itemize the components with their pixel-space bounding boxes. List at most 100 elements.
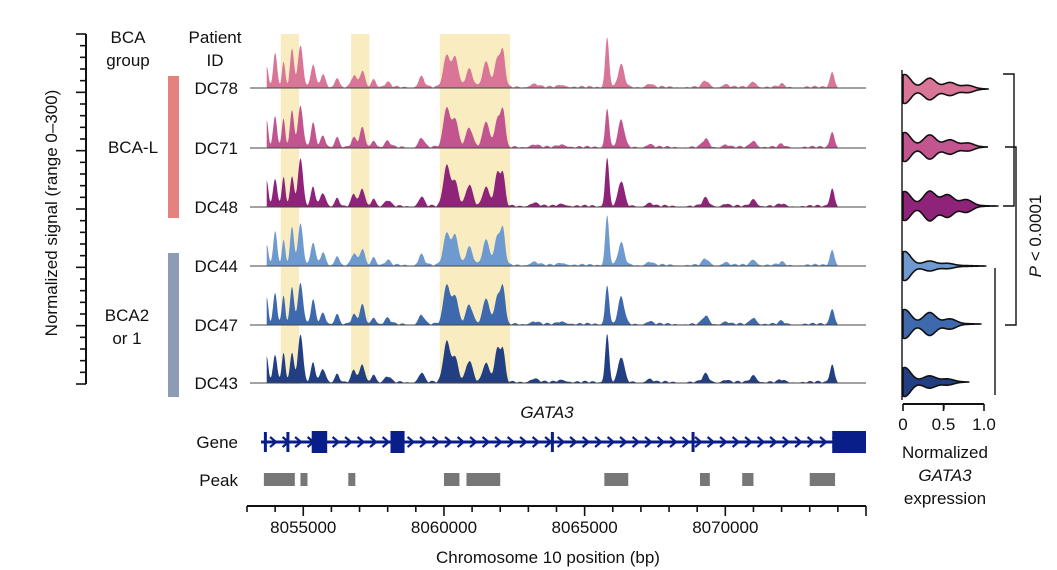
gene-strand-arrow: [756, 436, 766, 448]
gene-strand-arrow: [769, 436, 778, 448]
patient-label-DC47: DC47: [195, 316, 238, 335]
bca-group-header-line2: group: [106, 51, 149, 70]
gene-name-label: GATA3: [520, 403, 574, 422]
x-tick-label-8065000: 8065000: [552, 518, 618, 537]
gene-exon-7: [832, 431, 866, 453]
gene-strand-arrow: [681, 436, 691, 448]
peak-interval-6: [604, 473, 629, 486]
patient-label-DC48: DC48: [195, 198, 238, 217]
gene-strand-arrow: [369, 436, 378, 448]
violin-DC48: [902, 190, 999, 222]
p-value-text: < 0.0001: [1026, 195, 1045, 266]
gene-strand-arrow: [294, 436, 303, 448]
track-DC47: DC47: [195, 282, 866, 335]
highlight-region-3: [439, 34, 511, 384]
gene-strand-arrow: [794, 436, 803, 448]
signal-area-DC78: [266, 37, 838, 88]
patient-label-DC44: DC44: [195, 257, 238, 276]
patient-id-header: Patient ID: [189, 28, 242, 70]
group-bar-2: [168, 253, 179, 397]
gene-strand-arrow: [356, 436, 366, 448]
gene-strand-arrow: [344, 436, 353, 448]
group-label-2-line2: or 1: [112, 329, 141, 348]
signal-area-DC44: [266, 215, 838, 266]
bracket-outer: [1005, 146, 1017, 326]
bca-group-header-line1: BCA: [111, 28, 147, 47]
group-label-2-line1: BCA2: [105, 306, 149, 325]
peak-interval-5: [466, 473, 501, 486]
gene-strand-arrow: [806, 436, 816, 448]
gene-strand-arrow: [631, 436, 641, 448]
gene-strand-arrow: [269, 436, 278, 448]
gene-exon-6: [691, 432, 695, 452]
violin-DC44: [902, 250, 987, 282]
gene-strand-arrow: [656, 436, 666, 448]
signal-area-DC43: [266, 334, 838, 383]
patient-id-header-line1: Patient: [189, 28, 242, 47]
peak-interval-3: [348, 473, 356, 486]
violin-x-tick-label-1: 0.5: [932, 415, 956, 434]
gene-strand-arrow: [444, 436, 453, 448]
track-DC44: DC44: [195, 215, 866, 276]
significance-bracket: P < 0.0001: [994, 73, 1045, 395]
highlight-region-1: [280, 34, 300, 384]
violin-x-axis-label: Normalized GATA3 expression: [902, 443, 988, 508]
gene-strand-arrow: [456, 436, 466, 448]
signal-area-DC71: [266, 105, 838, 148]
track-DC43: DC43: [195, 334, 866, 393]
bracket-bca-l: [1003, 73, 1015, 207]
gene-strand-arrow: [744, 436, 753, 448]
y-axis: [76, 33, 87, 385]
peak-interval-1: [263, 473, 295, 486]
gene-strand-arrow: [569, 436, 578, 448]
peak-track: [263, 473, 836, 486]
x-tick-label-8060000: 8060000: [411, 518, 477, 537]
gene-strand-arrow: [694, 436, 703, 448]
violin-xlabel-line1: Normalized: [902, 443, 988, 462]
gene-strand-arrow: [331, 436, 341, 448]
violin-DC43: [902, 366, 970, 398]
x-axis-label: Chromosome 10 position (bp): [436, 548, 660, 567]
peak-interval-8: [742, 473, 754, 486]
patient-label-DC78: DC78: [195, 79, 238, 98]
gene-strand-arrow: [719, 436, 728, 448]
track-DC48: DC48: [195, 157, 866, 217]
gene-strand-arrow: [606, 436, 616, 448]
peak-interval-7: [699, 473, 710, 486]
gene-strand-arrow: [581, 436, 591, 448]
track-DC71: DC71: [195, 105, 866, 158]
gene-strand-arrow: [556, 436, 566, 448]
patient-label-DC43: DC43: [195, 374, 238, 393]
gene-strand-arrow: [381, 436, 391, 448]
gene-exon-4: [390, 431, 405, 453]
signal-area-DC48: [266, 157, 838, 207]
gene-strand-arrow: [706, 436, 716, 448]
violin-DC47: [902, 308, 982, 340]
group-bar-1: [168, 76, 179, 218]
violin-x-axis: 0 0.5 1.0: [898, 403, 996, 434]
gene-track-label: Gene: [196, 433, 238, 452]
signal-area-DC47: [266, 282, 838, 325]
gene-strand-arrow: [481, 436, 491, 448]
p-value-symbol: P: [1026, 265, 1045, 277]
violin-plots: [901, 70, 999, 400]
violin-DC78: [902, 73, 989, 105]
gene-exon-5: [550, 432, 554, 452]
violin-xlabel-line2: GATA3: [918, 466, 972, 485]
gene-strand-arrow: [731, 436, 741, 448]
gene-strand-arrow: [781, 436, 791, 448]
gene-strand-arrow: [531, 436, 541, 448]
y-axis-label: Normalized signal (range 0–300): [42, 90, 61, 337]
gene-model: [261, 431, 866, 453]
x-tick-label-8070000: 8070000: [692, 518, 758, 537]
gene-strand-arrow: [506, 436, 516, 448]
violin-x-tick-label-2: 1.0: [972, 415, 996, 434]
patient-label-DC71: DC71: [195, 139, 238, 158]
gene-strand-arrow: [594, 436, 603, 448]
peak-interval-4: [443, 473, 460, 486]
gene-exon-1: [263, 432, 267, 452]
gene-strand-arrow: [819, 436, 828, 448]
gene-strand-arrow: [431, 436, 441, 448]
gene-strand-arrow: [619, 436, 628, 448]
